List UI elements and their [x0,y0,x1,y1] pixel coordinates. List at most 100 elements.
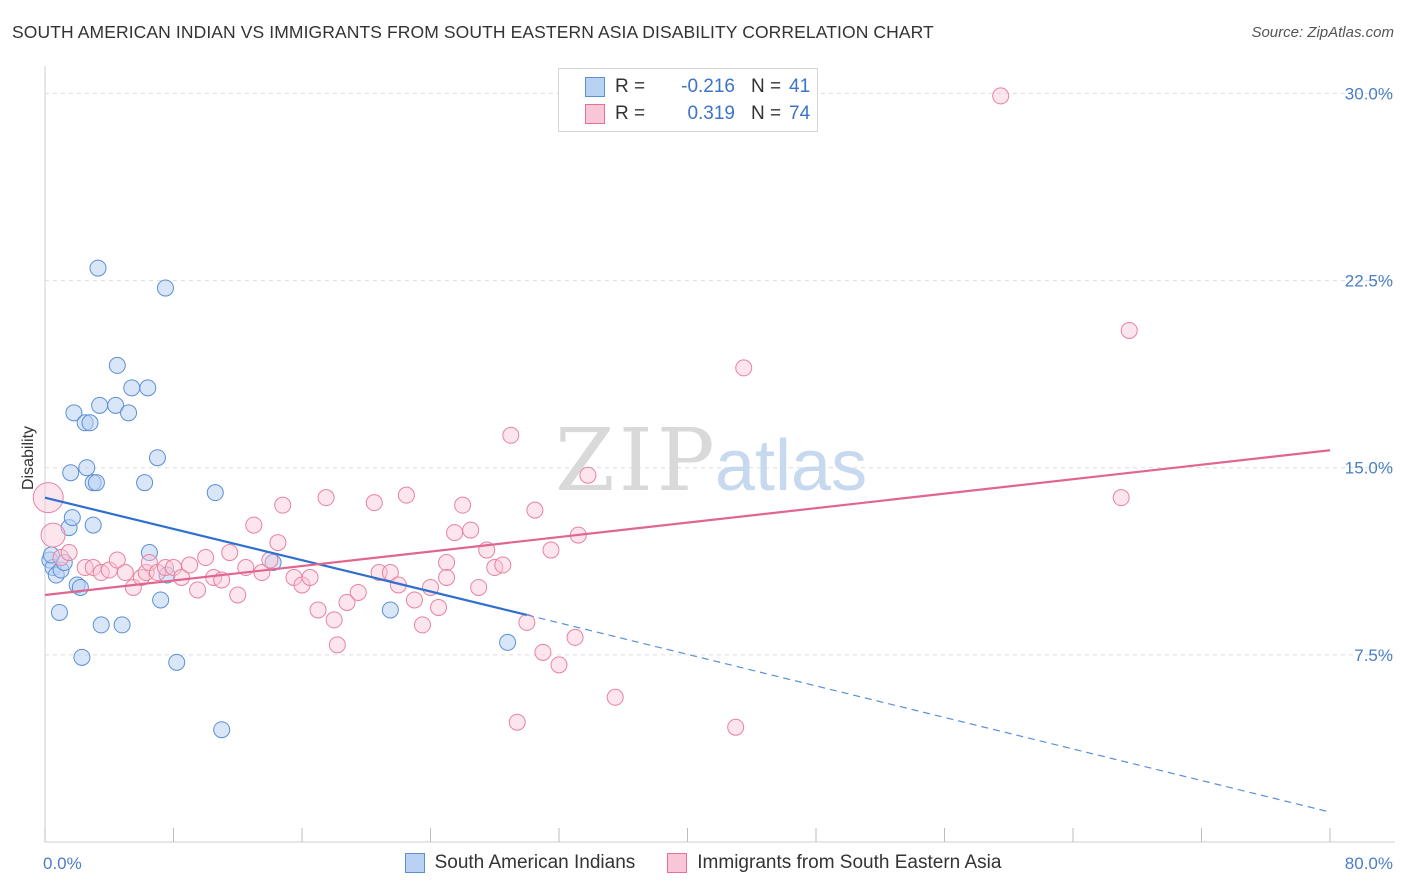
point-immigrants-se-asia [438,569,456,587]
point-immigrants-se-asia [325,611,343,629]
point-south-american-indian [55,554,73,572]
point-immigrants-se-asia [349,583,367,601]
point-immigrants-se-asia [542,541,560,559]
source-label: Source: ZipAtlas.com [1251,24,1394,41]
watermark-atlas: atlas [715,426,867,506]
legend-n-value: 41 [789,76,811,97]
axes [44,66,1395,843]
point-immigrants-se-asia [446,524,464,542]
point-south-american-indian [168,653,186,671]
legend-label: South American Indians [434,852,636,873]
point-south-american-indian [71,578,89,596]
point-south-american-indian [81,414,99,432]
point-immigrants-se-asia [1112,489,1130,507]
watermark: ZIP atlas [555,411,867,511]
point-immigrants-se-asia [430,598,448,616]
point-immigrants-se-asia [132,569,150,587]
point-immigrants-se-asia [317,489,335,507]
series-legend: South American Indians Immigrants from S… [0,852,1406,874]
point-immigrants-se-asia [181,556,199,574]
y-axis-title: Disability [20,426,37,490]
tick-labels: 7.5% 15.0% 22.5% 30.0% 0.0% 80.0% [43,84,1393,873]
point-immigrants-se-asia [245,516,263,534]
point-south-american-indian [50,603,68,621]
point-immigrants-se-asia [413,616,431,634]
point-immigrants-se-asia [508,713,526,731]
legend-swatch-blue [585,77,605,97]
point-south-american-indian [65,404,83,422]
point-immigrants-se-asia [992,87,1010,105]
point-south-american-indian [92,616,110,634]
point-immigrants-se-asia [727,718,745,736]
point-south-american-indian [136,474,154,492]
point-immigrants-se-asia [381,564,399,582]
point-south-american-indian [206,484,224,502]
legend-label: Immigrants from South Eastern Asia [697,852,1002,873]
point-immigrants-se-asia [438,554,456,572]
point-south-american-indian [152,591,170,609]
legend-n-label: N = [751,103,782,124]
point-immigrants-se-asia [274,496,292,514]
legend-r-value: 0.319 [687,103,735,124]
watermark-zip: ZIP [555,411,719,511]
point-south-american-indian [148,449,166,467]
point-south-american-indian [156,279,174,297]
point-immigrants-se-asia [328,636,346,654]
point-south-american-indian [84,516,102,534]
legend-r-label: R = [615,76,646,97]
y-tick-label: 7.5% [1354,646,1393,665]
chart-title: SOUTH AMERICAN INDIAN VS IMMIGRANTS FROM… [12,22,934,42]
series-south-american-indians [41,259,517,739]
point-south-american-indian [264,554,282,572]
point-immigrants-se-asia [221,544,239,562]
point-immigrants-se-asia [470,578,488,596]
point-south-american-indian [120,404,138,422]
point-south-american-indian [113,616,131,634]
trend-line-immigrants-se-asia [44,449,1331,597]
point-south-american-indian [87,474,105,492]
legend-item-south-american-indians: South American Indians [404,852,636,874]
point-immigrants-se-asia [606,688,624,706]
point-immigrants-se-asia [52,549,70,567]
legend-row-pink: R = 0.319 N = 74 [585,102,810,126]
point-immigrants-se-asia [148,564,166,582]
point-immigrants-se-asia [60,544,78,562]
point-immigrants-se-asia [735,359,753,377]
point-immigrants-se-asia [502,426,520,444]
point-immigrants-se-asia [397,486,415,504]
point-south-american-indian [139,379,157,397]
point-immigrants-se-asia [269,534,287,552]
point-immigrants-se-asia [526,501,544,519]
x-tick-label: 0.0% [43,854,82,873]
trend-line-extension [526,614,1331,813]
point-immigrants-se-asia [534,643,552,661]
point-immigrants-se-asia [454,496,472,514]
point-immigrants-se-asia [338,593,356,611]
point-south-american-indian [63,509,81,527]
point-south-american-indian [213,721,231,739]
legend-r-label: R = [615,103,646,124]
legend-item-immigrants-se-asia: Immigrants from South Eastern Asia [667,852,1001,874]
point-immigrants-se-asia [309,601,327,619]
y-tick-label: 22.5% [1345,272,1393,291]
x-tick-label: 80.0% [1345,854,1393,873]
point-south-american-indian [62,464,80,482]
point-immigrants-se-asia [197,549,215,567]
point-south-american-indian [140,544,158,562]
y-tick-label: 30.0% [1345,84,1393,103]
point-immigrants-se-asia [189,581,207,599]
point-south-american-indian [107,396,125,414]
point-south-american-indian [73,648,91,666]
point-south-american-indian [499,633,517,651]
point-immigrants-se-asia [405,591,423,609]
legend-r-value: -0.216 [681,76,735,97]
legend-swatch-blue [404,853,425,873]
point-south-american-indian [381,601,399,619]
legend-row-blue: R = -0.216 N = 41 [585,75,810,99]
point-south-american-indian [108,356,126,374]
trend-line-south-american-indians [44,496,528,617]
correlation-legend: R = -0.216 N = 41 R = 0.319 N = 74 [558,68,818,132]
y-tick-label: 15.0% [1345,459,1393,478]
point-south-american-indian [91,396,109,414]
